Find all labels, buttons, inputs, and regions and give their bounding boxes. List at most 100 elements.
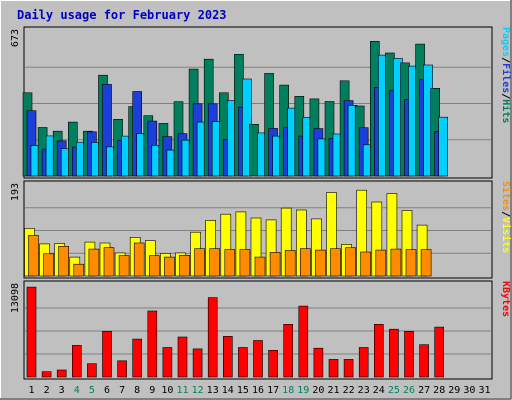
bar-sites xyxy=(133,242,145,277)
bar-sites xyxy=(284,250,296,277)
bar-kbytes xyxy=(298,305,309,378)
x-tick-label: 29 xyxy=(448,385,460,396)
bar-kbytes xyxy=(328,359,339,378)
bar-hits xyxy=(249,124,259,177)
series-legend: Pages/Files/Hits xyxy=(500,27,512,123)
x-tick-label: 19 xyxy=(297,385,309,396)
panel-hits-files-pages: 673 Pages/Files/Hits xyxy=(10,26,512,179)
bar-sites xyxy=(28,235,39,277)
legend-entry: Sites xyxy=(500,181,512,211)
bar-pages xyxy=(438,116,449,177)
x-tick-label: 25 xyxy=(388,385,400,396)
bar-kbytes xyxy=(223,335,233,378)
bar-kbytes xyxy=(56,369,67,378)
bar-sites xyxy=(88,248,100,277)
bar-sites xyxy=(360,251,372,277)
bar-kbytes xyxy=(238,347,248,378)
bar-sites xyxy=(315,249,326,277)
bar-sites xyxy=(330,248,341,277)
bar-kbytes xyxy=(283,323,294,378)
bar-kbytes xyxy=(162,347,173,378)
bar-sites xyxy=(390,248,402,277)
bar-sites xyxy=(149,255,160,277)
bar-kbytes xyxy=(434,326,445,378)
y-max-label: 13098 xyxy=(10,283,21,313)
y-max-label: 193 xyxy=(10,183,21,201)
legend-entry: Hits xyxy=(500,99,512,123)
bar-sites xyxy=(179,255,190,277)
bar-kbytes xyxy=(72,345,82,378)
series-legend: KBytes xyxy=(500,281,511,317)
x-tick-label: 15 xyxy=(237,385,249,396)
x-tick-label: 10 xyxy=(161,385,173,396)
x-tick-label: 21 xyxy=(327,385,339,396)
x-tick-label: 5 xyxy=(89,385,95,396)
bar-sites xyxy=(254,256,266,277)
x-tick-label: 18 xyxy=(282,385,294,396)
bar-kbytes xyxy=(404,330,414,378)
bar-kbytes xyxy=(102,330,112,378)
x-tick-label: 2 xyxy=(44,385,50,396)
x-tick-label: 20 xyxy=(312,385,324,396)
bar-kbytes xyxy=(358,347,369,378)
bar-kbytes xyxy=(253,340,263,378)
bar-kbytes xyxy=(117,360,127,378)
x-tick-label: 13 xyxy=(207,385,219,396)
x-tick-label: 12 xyxy=(192,385,204,396)
bar-kbytes xyxy=(192,348,203,378)
x-tick-label: 16 xyxy=(252,385,264,396)
bar-sites xyxy=(103,247,115,277)
bar-sites xyxy=(194,248,205,277)
bar-kbytes xyxy=(41,371,52,378)
bar-sites xyxy=(209,248,220,277)
bar-sites xyxy=(118,255,130,277)
bar-kbytes xyxy=(177,336,188,378)
x-tick-label: 6 xyxy=(104,385,110,396)
bar-kbytes xyxy=(268,349,278,378)
legend-entry: Files xyxy=(500,63,512,93)
bar-kbytes xyxy=(419,344,429,378)
x-tick-label: 4 xyxy=(74,385,80,396)
bar-sites xyxy=(269,252,281,277)
bar-sites xyxy=(224,249,236,277)
x-tick-label: 26 xyxy=(403,385,415,396)
legend-entry: / xyxy=(500,211,511,217)
legend-entry: / xyxy=(500,57,511,63)
bar-sites xyxy=(73,263,85,277)
x-tick-label: 22 xyxy=(343,385,355,396)
bar-sites xyxy=(375,249,387,277)
series-legend: Sites/Visits xyxy=(500,181,512,253)
bar-kbytes xyxy=(313,347,324,378)
panel-kbytes: 13098 KBytes xyxy=(10,280,511,380)
legend-entry: / xyxy=(500,93,511,99)
bar-kbytes xyxy=(87,363,97,378)
bar-kbytes xyxy=(389,328,399,378)
bar-kbytes xyxy=(26,286,37,378)
y-max-label: 673 xyxy=(10,29,21,47)
panel-sites-visits: 193 Sites/Visits xyxy=(10,180,512,279)
x-tick-label: 31 xyxy=(478,385,490,396)
x-tick-label: 23 xyxy=(358,385,370,396)
legend-entry: Visits xyxy=(500,217,512,253)
bar-kbytes xyxy=(207,297,218,378)
bar-kbytes xyxy=(373,323,384,378)
x-tick-label: 8 xyxy=(134,385,140,396)
x-tick-label: 28 xyxy=(433,385,445,396)
x-tick-label: 27 xyxy=(418,385,430,396)
x-tick-label: 14 xyxy=(222,385,234,396)
legend-entry: Pages xyxy=(500,27,511,57)
bar-kbytes xyxy=(132,338,142,378)
legend-entry: KBytes xyxy=(500,281,511,317)
bar-sites xyxy=(43,253,54,277)
x-tick-label: 3 xyxy=(59,385,65,396)
x-tick-label: 17 xyxy=(267,385,279,396)
bar-sites xyxy=(58,246,70,277)
x-tick-label: 30 xyxy=(463,385,475,396)
x-tick-label: 24 xyxy=(373,385,385,396)
bar-sites xyxy=(405,249,417,277)
bar-kbytes xyxy=(147,310,158,378)
x-tick-label: 11 xyxy=(176,385,188,396)
bar-sites xyxy=(164,256,175,277)
bar-sites xyxy=(299,248,311,277)
